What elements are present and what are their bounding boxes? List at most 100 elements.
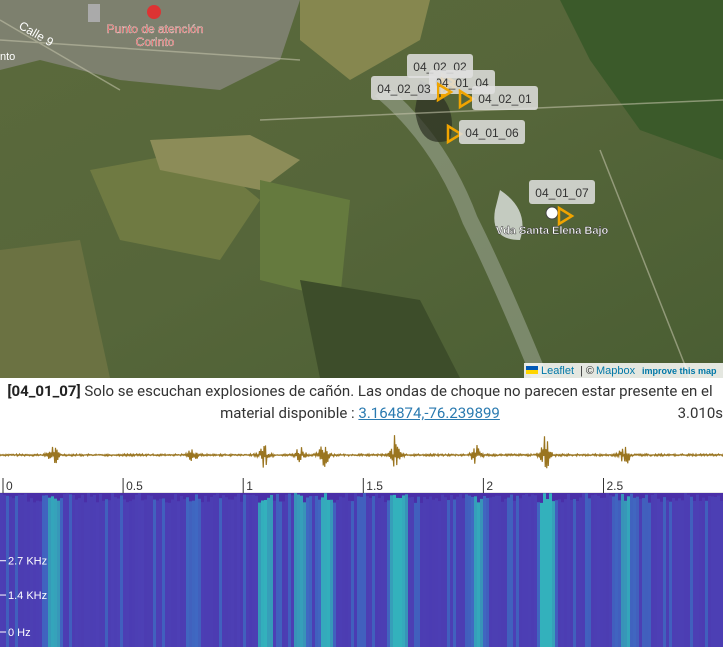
spectrogram-column	[66, 493, 69, 647]
spectrogram-column	[375, 493, 378, 647]
marker-label: 04_02_01	[478, 92, 532, 106]
spectrogram-column	[180, 496, 183, 647]
forest	[560, 0, 723, 160]
spectrogram-column	[600, 498, 603, 647]
spectrogram-column	[612, 496, 615, 647]
spectrogram-column	[630, 493, 633, 647]
spectrogram-column	[450, 495, 453, 647]
spectrogram-column	[351, 501, 354, 647]
spectrogram-column	[219, 498, 222, 647]
spectrogram-column	[486, 497, 489, 647]
spectrogram-column	[378, 498, 381, 647]
field	[0, 240, 110, 378]
freq-label: 1.4 KHz	[8, 590, 47, 602]
spectrogram-column	[423, 496, 426, 647]
caption-text: Solo se escuchan explosiones de cañón. L…	[80, 382, 713, 422]
spectrogram-column	[666, 500, 669, 647]
spectrogram-column	[30, 498, 33, 647]
spectrogram-column	[681, 500, 684, 647]
spectrogram-column	[603, 497, 606, 647]
spectrogram-column	[78, 498, 81, 647]
spectrogram-column	[195, 494, 198, 647]
spectrogram-column	[45, 495, 48, 647]
spectrogram-column	[81, 494, 84, 647]
spectrogram-column	[438, 501, 441, 647]
spectrogram-column	[696, 494, 699, 647]
spectrogram-column	[6, 495, 9, 647]
spectrogram-column	[291, 495, 294, 647]
spectrogram-column	[348, 500, 351, 647]
spectrogram-column	[555, 500, 558, 647]
time-tick-label: 0	[6, 479, 13, 493]
spectrogram-column	[480, 498, 483, 647]
spectrogram-column	[222, 495, 225, 647]
spectrogram-column	[522, 494, 525, 647]
spectrogram-column	[588, 498, 591, 647]
field	[300, 0, 430, 80]
marker[interactable]	[557, 205, 575, 227]
spectrogram-column	[54, 498, 57, 647]
spectrogram-column	[267, 497, 270, 647]
spectrogram-column	[96, 502, 99, 647]
spectrogram-column	[372, 496, 375, 647]
attribution-link[interactable]: improve this map	[642, 366, 717, 376]
marker[interactable]	[458, 88, 476, 110]
marker-label: 04_01_07	[535, 186, 589, 200]
spectrogram-column	[483, 496, 486, 647]
spectrogram-column	[333, 502, 336, 647]
spectrogram-column	[381, 495, 384, 647]
spectrogram-column	[471, 496, 474, 647]
spectrogram-column	[453, 499, 456, 647]
marker-label: 04_01_06	[465, 126, 519, 140]
marker[interactable]	[436, 81, 454, 103]
spectrogram-column	[573, 498, 576, 647]
spectrogram-column	[24, 493, 27, 647]
spectrogram-column	[501, 501, 504, 647]
spectrogram-column	[444, 497, 447, 647]
spectrogram-column	[246, 494, 249, 647]
time-tick-label: 1.5	[366, 479, 383, 493]
spectrogram-column	[636, 496, 639, 647]
spectrogram-column	[18, 494, 21, 647]
spectrogram-column	[402, 495, 405, 647]
spectrogram-column	[330, 499, 333, 647]
spectrogram-column	[120, 495, 123, 647]
spectrogram-column	[507, 497, 510, 647]
spectrogram-column	[306, 497, 309, 647]
spectrogram-column	[360, 496, 363, 647]
spectrogram-column	[336, 499, 339, 647]
spectrogram-column	[198, 498, 201, 647]
spectrogram-column	[459, 494, 462, 647]
spectrogram-column	[177, 501, 180, 647]
spectrogram-column	[489, 497, 492, 647]
spectrogram-column	[363, 493, 366, 647]
spectrogram-column	[684, 493, 687, 647]
spectrogram-column	[228, 499, 231, 647]
map[interactable]: Punto de atención Corinto Calle 9 nto Vd…	[0, 0, 723, 378]
poi-square	[88, 4, 100, 22]
spectrogram-column	[366, 496, 369, 647]
marker[interactable]	[446, 123, 464, 145]
flag	[526, 370, 538, 374]
coords-link[interactable]: 3.164874,-76.239899	[358, 404, 500, 422]
spectrogram-column	[21, 494, 24, 647]
attribution-link[interactable]: Leaflet	[541, 365, 574, 377]
spectrogram-column	[597, 495, 600, 647]
spectrogram-column	[543, 493, 546, 647]
place-label: Vda Santa Elena Bajo	[496, 225, 609, 237]
spectrogram-column	[264, 499, 267, 647]
spectrogram-column	[567, 494, 570, 647]
spectrogram-column	[621, 493, 624, 647]
spectrogram-column	[396, 497, 399, 647]
spectrogram-column	[606, 493, 609, 647]
marker-label: 04_02_03	[377, 82, 431, 96]
spectrogram-column	[579, 497, 582, 647]
spectrogram-column	[315, 495, 318, 647]
spectrogram-column	[678, 498, 681, 647]
attribution-link[interactable]: Mapbox	[596, 365, 636, 377]
spectrogram-column	[51, 496, 54, 647]
spectrogram-column	[447, 500, 450, 647]
spectrogram-column	[699, 500, 702, 647]
spectrogram-column	[243, 494, 246, 647]
hill	[300, 280, 460, 378]
